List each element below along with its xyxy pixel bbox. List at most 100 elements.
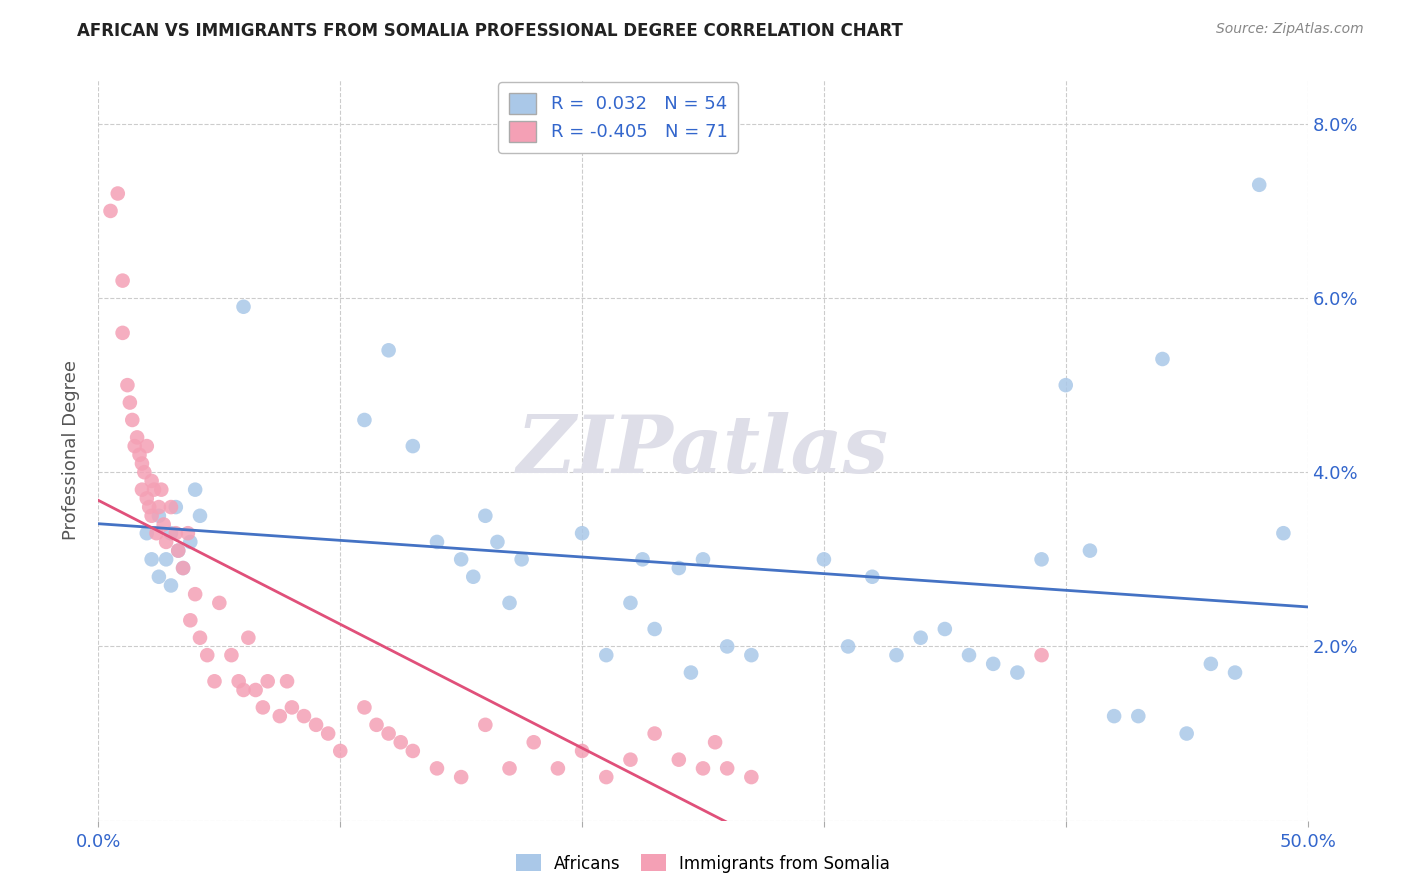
Point: [188, 508, 211, 523]
Point: [124, 439, 146, 453]
Point: [127, 430, 149, 444]
Point: [668, 561, 690, 575]
Point: [245, 683, 267, 698]
Point: [135, 439, 157, 453]
Point: [595, 648, 617, 662]
Point: [152, 517, 174, 532]
Point: [1152, 351, 1174, 366]
Point: [121, 413, 143, 427]
Point: [150, 483, 173, 497]
Point: [188, 631, 211, 645]
Point: [1249, 178, 1271, 192]
Point: [474, 718, 496, 732]
Point: [160, 500, 183, 514]
Point: [134, 465, 156, 479]
Point: [1054, 378, 1077, 392]
Point: [316, 726, 339, 740]
Point: [128, 448, 150, 462]
Point: [204, 674, 226, 689]
Point: [155, 535, 177, 549]
Point: [353, 700, 375, 714]
Point: [172, 561, 194, 575]
Point: [571, 526, 593, 541]
Point: [305, 718, 328, 732]
Point: [547, 761, 569, 775]
Point: [498, 761, 520, 775]
Point: [165, 500, 187, 514]
Point: [704, 735, 727, 749]
Point: [208, 596, 231, 610]
Point: [131, 457, 153, 471]
Point: [160, 526, 183, 541]
Point: [131, 483, 153, 497]
Point: [256, 674, 278, 689]
Point: [155, 552, 177, 566]
Point: [160, 578, 183, 592]
Text: ZIPatlas: ZIPatlas: [517, 412, 889, 489]
Point: [402, 439, 425, 453]
Point: [837, 640, 859, 654]
Point: [221, 648, 243, 662]
Point: [619, 596, 641, 610]
Point: [595, 770, 617, 784]
Point: [252, 700, 274, 714]
Text: AFRICAN VS IMMIGRANTS FROM SOMALIA PROFESSIONAL DEGREE CORRELATION CHART: AFRICAN VS IMMIGRANTS FROM SOMALIA PROFE…: [77, 22, 903, 40]
Point: [292, 709, 315, 723]
Text: Source: ZipAtlas.com: Source: ZipAtlas.com: [1216, 22, 1364, 37]
Point: [1272, 526, 1295, 541]
Point: [329, 744, 352, 758]
Point: [402, 744, 425, 758]
Point: [179, 613, 201, 627]
Point: [184, 587, 207, 601]
Point: [276, 674, 298, 689]
Point: [692, 761, 714, 775]
Point: [232, 300, 254, 314]
Point: [813, 552, 835, 566]
Point: [571, 744, 593, 758]
Point: [886, 648, 908, 662]
Point: [716, 640, 738, 654]
Point: [353, 413, 375, 427]
Point: [281, 700, 304, 714]
Point: [179, 535, 201, 549]
Point: [679, 665, 702, 680]
Legend: Africans, Immigrants from Somalia: Africans, Immigrants from Somalia: [509, 847, 897, 880]
Point: [377, 726, 399, 740]
Point: [716, 761, 738, 775]
Point: [117, 378, 139, 392]
Point: [177, 526, 200, 541]
Point: [450, 770, 472, 784]
Point: [474, 508, 496, 523]
Point: [141, 552, 163, 566]
Point: [644, 622, 666, 636]
Point: [1078, 543, 1101, 558]
Point: [148, 570, 170, 584]
Point: [232, 683, 254, 698]
Point: [366, 718, 388, 732]
Point: [141, 474, 163, 488]
Point: [269, 709, 291, 723]
Point: [167, 543, 190, 558]
Point: [118, 395, 141, 409]
Point: [145, 526, 167, 541]
Point: [100, 203, 122, 218]
Y-axis label: Professional Degree: Professional Degree: [62, 360, 80, 541]
Point: [1223, 665, 1246, 680]
Point: [172, 561, 194, 575]
Point: [138, 500, 160, 514]
Point: [426, 535, 449, 549]
Point: [644, 726, 666, 740]
Point: [1031, 648, 1053, 662]
Point: [389, 735, 412, 749]
Point: [860, 570, 883, 584]
Point: [1128, 709, 1150, 723]
Point: [740, 770, 762, 784]
Point: [450, 552, 472, 566]
Point: [981, 657, 1004, 671]
Point: [692, 552, 714, 566]
Point: [668, 753, 690, 767]
Point: [740, 648, 762, 662]
Point: [377, 343, 399, 358]
Point: [463, 570, 485, 584]
Point: [107, 186, 129, 201]
